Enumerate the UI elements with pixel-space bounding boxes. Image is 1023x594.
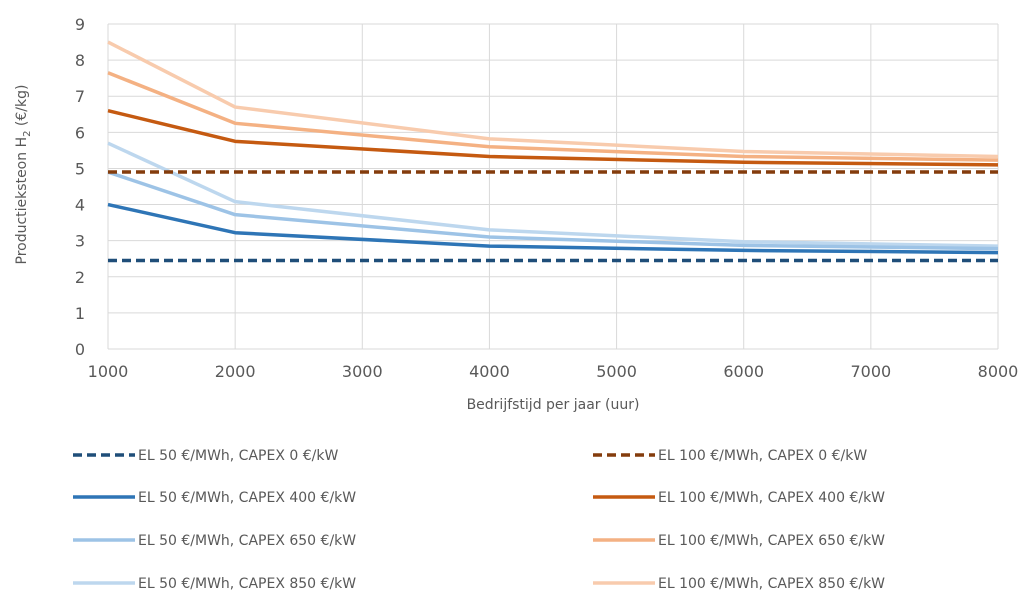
series-line	[107, 40, 999, 159]
y-axis-title-subscript: 2	[22, 131, 33, 137]
y-tick-label: 6	[75, 123, 85, 142]
legend-label: EL 50 €/MWh, CAPEX 400 €/kW	[138, 490, 356, 506]
legend-label: EL 100 €/MWh, CAPEX 0 €/kW	[658, 448, 867, 464]
x-tick-label: 5000	[596, 362, 637, 381]
series-lines	[107, 40, 999, 263]
x-tick-label: 4000	[469, 362, 510, 381]
x-axis-title: Bedrijfstijd per jaar (uur)	[467, 397, 640, 413]
y-tick-label: 0	[75, 340, 85, 359]
legend-label: EL 100 €/MWh, CAPEX 400 €/kW	[658, 490, 885, 506]
gridlines	[107, 23, 999, 350]
x-tick-label: 7000	[850, 362, 891, 381]
legend-label: EL 50 €/MWh, CAPEX 850 €/kW	[138, 576, 356, 592]
y-tick-label: 7	[75, 87, 85, 106]
series-line	[107, 170, 999, 251]
legend-label: EL 100 €/MWh, CAPEX 850 €/kW	[658, 576, 885, 592]
legend-label: EL 50 €/MWh, CAPEX 0 €/kW	[138, 448, 338, 464]
x-tick-label: 2000	[215, 362, 256, 381]
x-tick-label: 3000	[342, 362, 383, 381]
x-tick-label: 8000	[978, 362, 1019, 381]
y-tick-label: 4	[75, 196, 85, 215]
series-line	[107, 202, 999, 255]
y-axis-title: Productieksteon H2 (€/kg)	[14, 85, 33, 265]
y-tick-label: 5	[75, 159, 85, 178]
series-line	[107, 108, 999, 167]
y-tick-label: 1	[75, 304, 85, 323]
series-line	[107, 71, 999, 162]
x-axis-ticks: 1000 2000 3000 4000 5000 6000 7000 8000	[88, 362, 1019, 381]
y-axis-ticks: 0 1 2 3 4 5 6 7 8 9	[75, 15, 85, 359]
series-line	[107, 141, 999, 248]
y-axis-title-unit: (€/kg)	[14, 85, 30, 131]
legend-label: EL 100 €/MWh, CAPEX 650 €/kW	[658, 533, 885, 549]
legend-label: EL 50 €/MWh, CAPEX 650 €/kW	[138, 533, 356, 549]
legend: EL 50 €/MWh, CAPEX 0 €/kW EL 100 €/MWh, C…	[73, 448, 885, 592]
x-tick-label: 6000	[723, 362, 764, 381]
x-tick-label: 1000	[88, 362, 129, 381]
y-tick-label: 8	[75, 51, 85, 70]
y-tick-label: 2	[75, 268, 85, 287]
y-tick-label: 9	[75, 15, 85, 34]
y-tick-label: 3	[75, 232, 85, 251]
y-axis-title-main: Productieksteon H	[14, 137, 30, 265]
